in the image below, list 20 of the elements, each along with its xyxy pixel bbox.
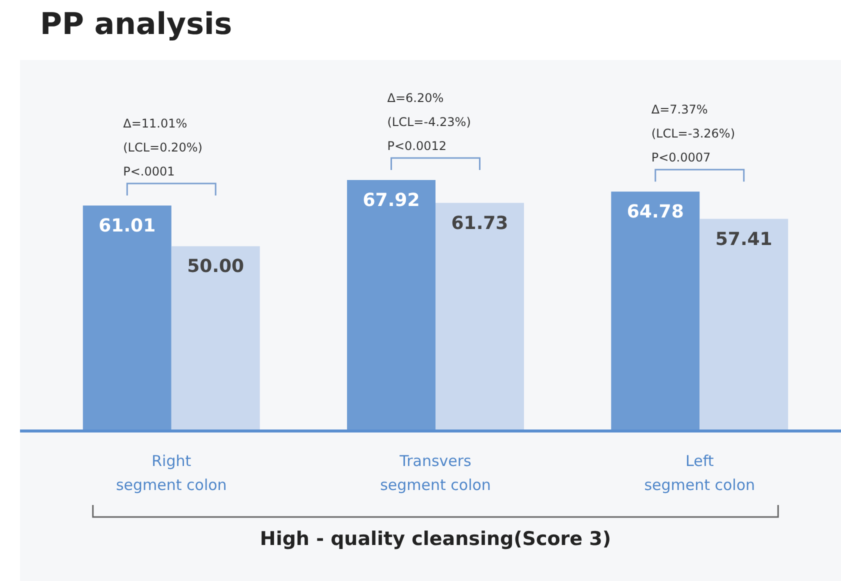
bar xyxy=(611,192,700,431)
bar xyxy=(347,180,436,431)
annotation: Δ=11.01% (LCL=0.20%) P<.0001 xyxy=(123,116,202,179)
data-label: 64.78 xyxy=(626,202,684,223)
annotation: Δ=7.37% (LCL=-3.26%) P<0.0007 xyxy=(651,102,736,165)
bar xyxy=(171,246,260,431)
x-axis-title: High - quality cleansing(Score 3) xyxy=(260,528,612,550)
bar xyxy=(700,218,788,431)
annotation: Δ=6.20% (LCL=-4.23%) P<0.0012 xyxy=(387,91,471,153)
data-label: 57.41 xyxy=(715,228,772,250)
data-label: 61.73 xyxy=(451,212,508,234)
x-tick-label: Right segment colon xyxy=(116,452,227,494)
data-label: 50.00 xyxy=(187,256,244,278)
bar xyxy=(82,206,172,431)
data-label: 61.01 xyxy=(98,216,156,237)
x-tick-label: Left segment colon xyxy=(644,452,756,494)
bar xyxy=(436,202,524,431)
data-label: 67.92 xyxy=(362,190,420,211)
chart-title: PP analysis xyxy=(40,7,232,42)
x-tick-label: Transvers segment colon xyxy=(380,452,491,494)
